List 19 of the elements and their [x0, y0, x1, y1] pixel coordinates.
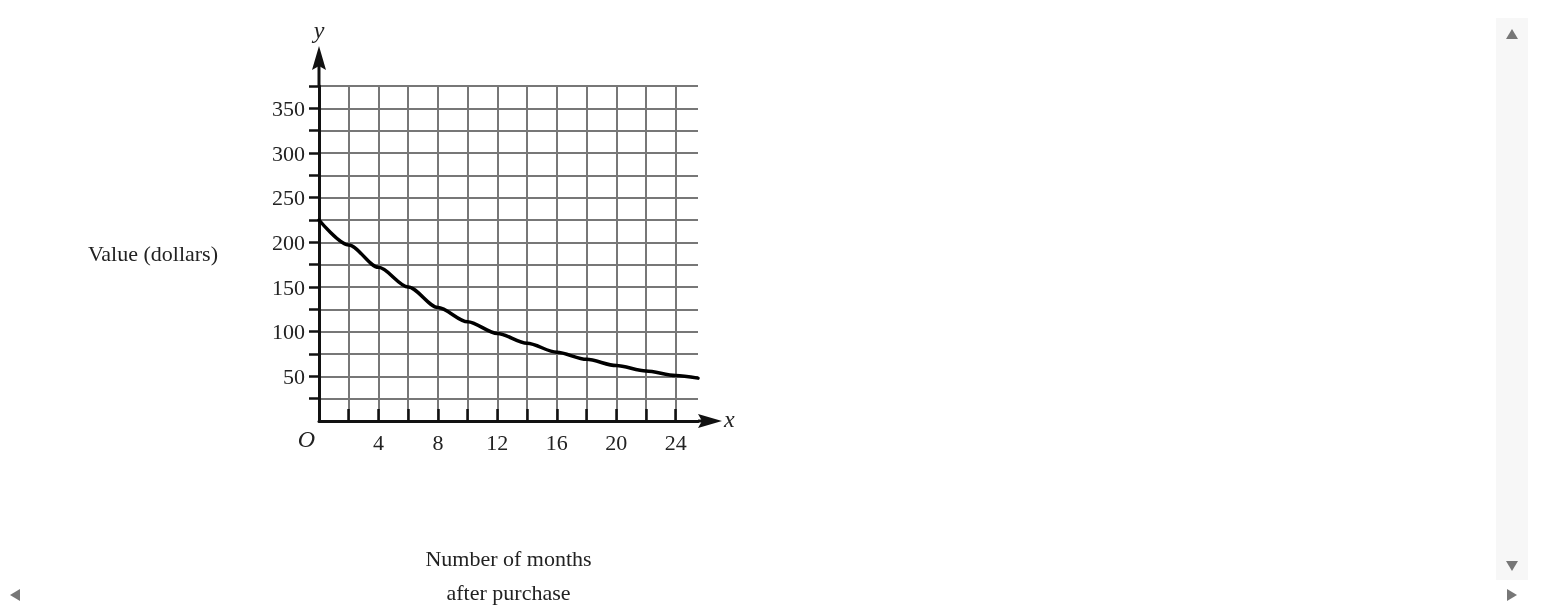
text: O [297, 426, 315, 452]
y-axis-title: Value (dollars) [87, 241, 218, 266]
y-tick-label: 300 [272, 140, 305, 166]
x-tick-label: 20 [605, 429, 628, 455]
text: y [311, 17, 325, 43]
x-tick-label: 4 [372, 429, 384, 455]
y-tick-label: 50 [283, 363, 305, 389]
x-tick-label: 12 [486, 429, 509, 455]
x-tick-label: 8 [432, 429, 444, 455]
text: x [723, 406, 735, 432]
line-series [317, 218, 700, 380]
x-tick-label: 24 [664, 429, 687, 455]
y-tick-label: 150 [272, 274, 305, 300]
y-tick-label: 350 [272, 95, 305, 121]
y-tick-label: 100 [272, 319, 305, 345]
x-tick-label: 16 [545, 429, 568, 455]
x-axis-title: Number of months after purchase [425, 545, 592, 605]
y-tick-label: 250 [272, 185, 305, 211]
y-tick-label: 200 [272, 229, 305, 255]
